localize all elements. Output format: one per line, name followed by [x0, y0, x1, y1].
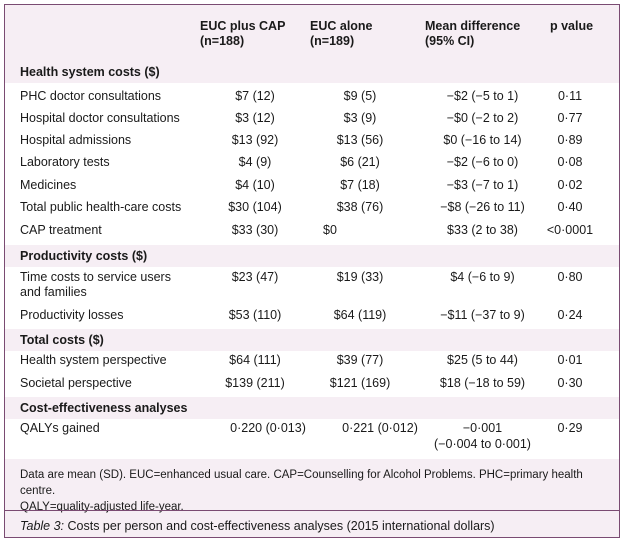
table-header: EUC plus CAP (n=188) EUC alone (n=189) M… — [5, 5, 619, 62]
band-productivity — [5, 267, 619, 329]
header-mean-difference: Mean difference (95% CI) — [425, 19, 521, 48]
table-frame: EUC plus CAP (n=188) EUC alone (n=189) M… — [4, 4, 620, 538]
section-health-system-costs: Health system costs ($) — [5, 61, 619, 83]
band-total — [5, 351, 619, 397]
section-total-costs: Total costs ($) — [5, 329, 619, 351]
section-cost-effectiveness: Cost-effectiveness analyses — [5, 397, 619, 419]
header-p-value: p value — [550, 19, 594, 33]
header-euc-plus-cap: EUC plus CAP (n=188) — [200, 19, 286, 48]
table-caption: Table 3: Costs per person and cost-effec… — [5, 510, 619, 539]
caption-label: Table 3: — [20, 519, 65, 533]
caption-text: Costs per person and cost-effectiveness … — [64, 519, 495, 533]
table-footnote: Data are mean (SD). EUC=enhanced usual c… — [20, 469, 583, 513]
section-productivity-costs: Productivity costs ($) — [5, 245, 619, 267]
band-health — [5, 83, 619, 245]
header-euc-alone: EUC alone (n=189) — [310, 19, 373, 48]
band-ce — [5, 419, 619, 459]
